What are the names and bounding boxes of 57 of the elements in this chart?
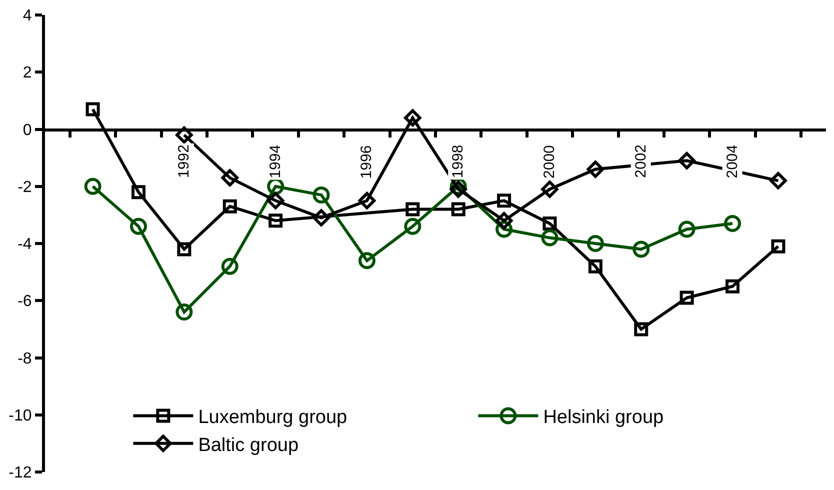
point	[680, 290, 694, 305]
point	[222, 199, 237, 214]
point	[771, 239, 786, 254]
point	[497, 194, 512, 208]
point	[586, 235, 604, 252]
point	[268, 214, 283, 228]
point	[678, 152, 696, 170]
point	[404, 109, 422, 126]
point	[451, 202, 466, 216]
point	[176, 304, 193, 321]
point	[678, 220, 696, 238]
point	[450, 180, 467, 198]
y-tick-label: -8	[18, 350, 32, 368]
x-tick-label: 2000	[540, 145, 558, 178]
point	[586, 160, 604, 178]
x-tick-label: 1994	[266, 144, 284, 178]
point	[724, 215, 742, 232]
point	[131, 185, 146, 200]
point	[406, 202, 420, 216]
point	[86, 102, 100, 116]
point	[358, 192, 376, 210]
point	[404, 218, 422, 235]
x-tick-label: 2004	[724, 144, 741, 178]
point	[495, 212, 513, 230]
point	[358, 252, 376, 270]
y-tick-label: -6	[18, 293, 32, 310]
point	[312, 209, 330, 226]
legend-label: Luxemburg group	[198, 407, 348, 428]
point	[84, 178, 102, 195]
point	[177, 242, 192, 256]
y-tick-label: -4	[18, 236, 32, 254]
point	[588, 259, 602, 274]
y-tick-label: -2	[18, 178, 32, 196]
x-tick-label: 1996	[358, 145, 376, 179]
y-tick-label: -10	[8, 407, 32, 424]
legend-label: Baltic group	[198, 434, 299, 456]
legend-label: Helsinki group	[543, 407, 664, 428]
point	[634, 322, 648, 336]
point	[542, 216, 557, 231]
y-tick-label: -12	[8, 464, 32, 482]
point	[221, 258, 238, 275]
y-tick-label: 2	[22, 64, 32, 82]
point	[176, 126, 193, 144]
point	[221, 169, 239, 186]
x-tick-label: 1992	[175, 144, 192, 178]
point	[130, 218, 147, 235]
x-tick-label: 1998	[450, 144, 467, 178]
y-tick-label: 0	[22, 122, 32, 139]
point	[312, 186, 330, 204]
x-tick-label: 2002	[632, 144, 650, 178]
point	[266, 192, 284, 210]
point	[632, 240, 650, 258]
point	[726, 279, 740, 294]
y-tick-label: 4	[22, 8, 32, 25]
point	[541, 180, 558, 198]
point	[541, 229, 558, 246]
point	[770, 172, 787, 190]
